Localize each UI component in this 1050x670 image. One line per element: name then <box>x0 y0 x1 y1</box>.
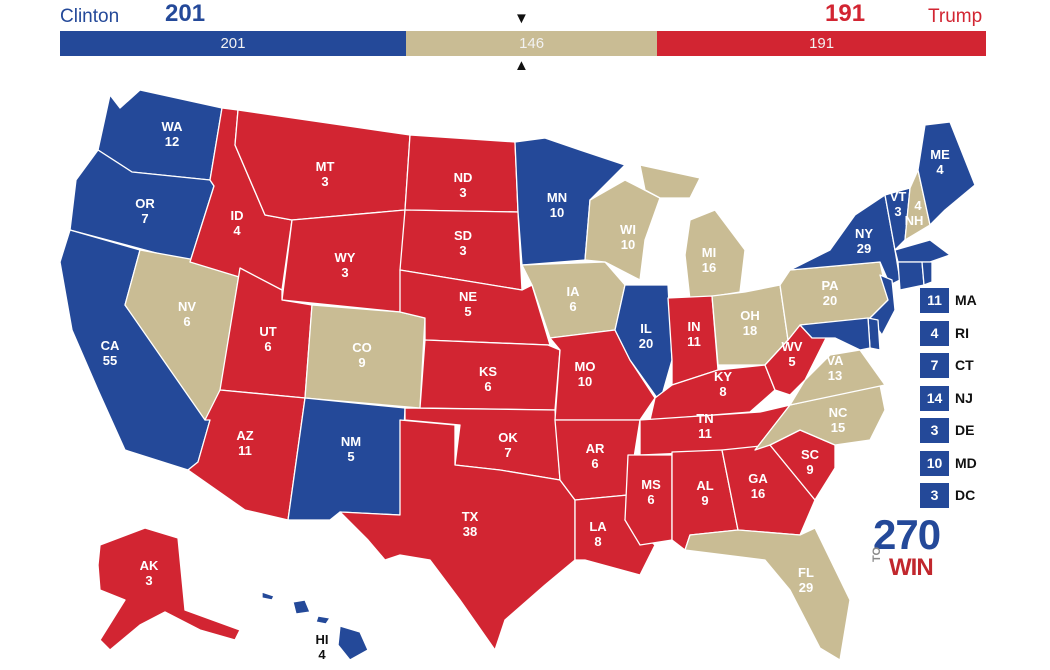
label-HI: HI 4 <box>316 632 329 662</box>
small-state-ev: 3 <box>920 483 949 508</box>
label-SD: SD 3 <box>454 228 472 258</box>
logo-270: 270 <box>873 511 941 558</box>
label-VT: VT 3 <box>890 189 907 219</box>
bar-rep-segment: 191 <box>657 31 986 56</box>
state-WI[interactable] <box>584 179 661 281</box>
state-CT[interactable] <box>897 261 925 291</box>
label-MN: MN 10 <box>547 190 567 220</box>
label-ID: ID 4 <box>231 208 244 238</box>
label-AZ: AZ 11 <box>236 428 253 458</box>
label-KS: KS 6 <box>479 364 497 394</box>
state-FL[interactable] <box>684 527 851 661</box>
small-state-abbr: CT <box>955 357 974 373</box>
small-state-ev: 11 <box>920 288 949 313</box>
state-ME[interactable] <box>917 121 976 226</box>
label-ND: ND 3 <box>454 170 473 200</box>
state-CO[interactable] <box>304 304 426 409</box>
clinton-name: Clinton <box>60 6 120 27</box>
us-electoral-map: WA 12 OR 7 CA 55 NV 6 ID 4 MT 3 WY 3 UT 6 AZ 11 C… <box>59 89 976 662</box>
label-IN: IN 11 <box>687 319 701 349</box>
label-SC: SC 9 <box>801 447 820 477</box>
label-IL: IL 20 <box>639 321 653 351</box>
label-KY: KY 8 <box>714 369 732 399</box>
small-state-ev: 4 <box>920 320 949 346</box>
270-marker-bottom: ▲ <box>514 57 529 74</box>
state-MI[interactable] <box>639 164 746 301</box>
state-TX[interactable] <box>339 419 576 651</box>
label-NE: NE 5 <box>459 289 477 319</box>
label-AR: AR 6 <box>586 441 605 471</box>
label-TX: TX 38 <box>462 509 479 539</box>
label-OH: OH 18 <box>740 308 760 338</box>
label-FL: FL 29 <box>798 565 814 595</box>
label-NH: 4 NH <box>905 198 924 228</box>
label-GA: GA 16 <box>748 471 768 501</box>
state-HI[interactable] <box>261 591 369 661</box>
small-state-ev: 3 <box>920 418 949 443</box>
state-VA[interactable] <box>749 349 886 413</box>
label-MI: MI 16 <box>702 245 716 275</box>
label-NV: NV 6 <box>178 299 196 329</box>
label-WA: WA 12 <box>162 119 184 149</box>
small-state-abbr: MA <box>955 292 977 308</box>
label-LA: LA 8 <box>589 519 607 549</box>
label-MO: MO 10 <box>575 359 596 389</box>
label-WV: WV 5 <box>782 339 803 369</box>
small-state-ev: 7 <box>920 353 949 378</box>
label-NY: NY 29 <box>855 226 873 256</box>
label-PA: PA 20 <box>821 278 839 308</box>
electoral-vote-bar: 201 146 191 <box>60 31 986 56</box>
label-CO: CO 9 <box>352 340 372 370</box>
bar-tossup-segment: 146 <box>405 31 658 56</box>
small-state-abbr: DE <box>955 422 975 438</box>
logo-win: WIN <box>889 554 934 581</box>
label-WY: WY 3 <box>335 250 356 280</box>
trump-name: Trump <box>928 6 983 27</box>
label-ME: ME 4 <box>930 147 950 177</box>
label-OR: OR 7 <box>135 196 155 226</box>
label-CA: CA 55 <box>101 338 120 368</box>
state-MS[interactable] <box>624 454 673 546</box>
logo-to: TO <box>871 546 883 562</box>
label-OK: OK 7 <box>498 430 518 460</box>
label-UT: UT 6 <box>259 324 276 354</box>
state-RI[interactable] <box>921 261 933 286</box>
small-state-abbr: RI <box>955 324 969 341</box>
270-marker-top: ▼ <box>514 10 529 27</box>
label-VA: VA 13 <box>826 353 844 383</box>
label-MT: MT 3 <box>316 159 335 189</box>
state-MD[interactable] <box>799 317 871 351</box>
label-IA: IA 6 <box>567 284 581 314</box>
label-AL: AL 9 <box>696 478 713 508</box>
small-state-ev: 10 <box>920 450 949 476</box>
bar-dem-segment: 201 <box>60 31 406 56</box>
label-AK: AK 3 <box>140 558 159 588</box>
small-state-abbr: MD <box>955 454 977 471</box>
small-state-abbr: NJ <box>955 389 973 406</box>
label-NC: NC 15 <box>829 405 848 435</box>
label-MS: MS 6 <box>641 477 661 507</box>
small-state-ev: 14 <box>920 385 949 411</box>
label-TN: TN 11 <box>696 411 713 441</box>
small-state-abbr: DC <box>955 487 976 503</box>
trump-votes: 191 <box>825 0 866 27</box>
state-AK[interactable] <box>97 527 241 651</box>
clinton-votes: 201 <box>165 0 206 27</box>
label-NM: NM 5 <box>341 434 361 464</box>
270towin-logo[interactable]: 270 TO WIN <box>871 511 941 582</box>
state-MA[interactable] <box>894 239 951 263</box>
label-WI: WI 10 <box>620 222 636 252</box>
